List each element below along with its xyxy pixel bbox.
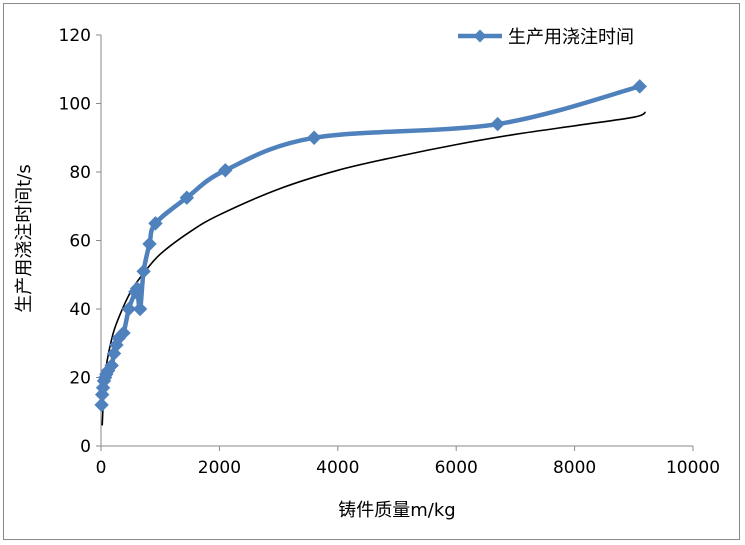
data-point-marker xyxy=(142,236,157,252)
x-tick-label: 8000 xyxy=(553,458,596,478)
data-point-marker xyxy=(94,397,109,413)
data-point-marker xyxy=(306,130,322,145)
legend: 生产用浇注时间 xyxy=(458,27,634,48)
x-axis-title: 铸件质量m/kg xyxy=(338,500,455,521)
data-point-marker xyxy=(116,325,131,341)
data-point-marker xyxy=(148,216,163,231)
trend-line xyxy=(101,111,647,426)
y-tick-label: 120 xyxy=(59,26,91,46)
data-point-marker xyxy=(104,358,119,373)
x-tick-label: 4000 xyxy=(316,458,359,478)
data-point-marker xyxy=(136,264,151,279)
y-tick-label: 80 xyxy=(69,163,91,183)
data-point-marker xyxy=(179,190,195,205)
y-tick-label: 40 xyxy=(69,300,91,320)
ticks: 0 20 40 60 80 100 120 0 2000 4000 6000 8000 10000 xyxy=(59,26,721,478)
y-axis-title: 生产用浇注时间t/s xyxy=(14,164,35,313)
data-point-marker xyxy=(132,301,148,317)
legend-label: 生产用浇注时间 xyxy=(508,27,634,48)
series-line xyxy=(99,84,641,406)
y-tick-label: 60 xyxy=(69,232,91,252)
data-point-marker xyxy=(632,79,647,94)
y-tick-label: 100 xyxy=(59,95,91,115)
data-point-marker xyxy=(129,281,145,296)
y-tick-label: 0 xyxy=(80,437,91,457)
x-tick-label: 10000 xyxy=(666,458,720,478)
x-tick-label: 0 xyxy=(96,458,107,478)
legend-marker xyxy=(473,29,487,43)
series xyxy=(94,79,647,426)
y-tick-label: 20 xyxy=(69,369,91,389)
data-point-marker xyxy=(121,301,137,317)
data-point-marker xyxy=(218,163,233,178)
x-tick-label: 6000 xyxy=(435,458,478,478)
x-tick-label: 2000 xyxy=(198,458,241,478)
data-point-marker xyxy=(490,116,505,132)
